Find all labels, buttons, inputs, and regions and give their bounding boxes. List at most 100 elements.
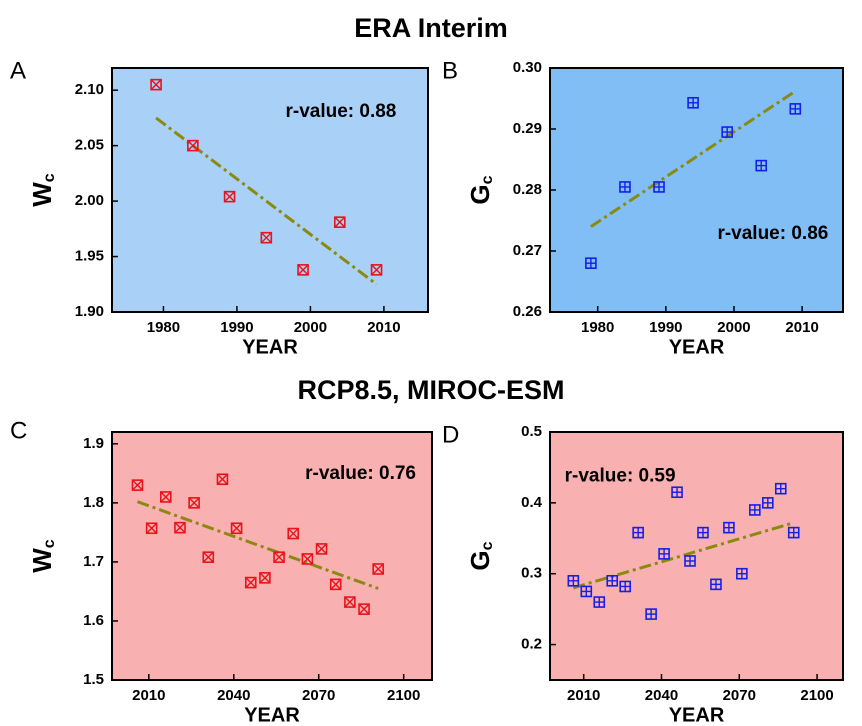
marker-box xyxy=(334,216,346,228)
marker xyxy=(230,522,243,535)
x-tick-label: 1980 xyxy=(581,319,614,336)
marker-box xyxy=(297,264,309,276)
marker xyxy=(223,190,236,203)
y-tick-label: 0.5 xyxy=(521,423,542,440)
marker xyxy=(315,543,328,555)
plot-frame xyxy=(549,67,844,313)
marker xyxy=(684,555,696,567)
marker-box xyxy=(160,491,172,503)
marker-box xyxy=(244,576,257,589)
annotation: r-value: 0.59 xyxy=(565,466,676,487)
y-axis-label-main: W xyxy=(27,548,57,573)
marker xyxy=(606,574,619,587)
marker-stroke xyxy=(231,522,243,534)
marker-stroke xyxy=(301,553,313,565)
marker-box xyxy=(358,603,370,615)
y-tick-label: 1.90 xyxy=(75,303,104,320)
marker xyxy=(370,264,383,276)
y-tick-label: 2.10 xyxy=(75,81,104,98)
marker xyxy=(260,231,273,244)
marker xyxy=(567,574,580,587)
marker xyxy=(259,572,271,584)
x-tick-label: 2010 xyxy=(132,687,165,704)
marker-box xyxy=(174,521,186,534)
marker-stroke xyxy=(259,572,271,584)
marker xyxy=(687,96,699,109)
section-title: ERA Interim xyxy=(354,13,508,43)
marker xyxy=(344,596,356,608)
panel-letter: D xyxy=(442,421,459,448)
marker xyxy=(216,473,229,486)
x-tick-label: 2040 xyxy=(645,687,678,704)
y-axis-label-main: G xyxy=(465,550,495,570)
plot-background xyxy=(550,432,843,680)
marker-box xyxy=(150,78,162,91)
y-axis-label-main: G xyxy=(465,184,495,204)
y-tick-label: 1.95 xyxy=(75,248,104,265)
marker-stroke xyxy=(371,264,383,276)
marker-box xyxy=(188,497,200,509)
y-tick-label: 2.05 xyxy=(75,137,104,154)
marker-stroke xyxy=(260,232,272,244)
marker xyxy=(287,527,300,540)
marker xyxy=(372,563,384,575)
y-axis-label: Wc xyxy=(27,173,58,207)
marker-stroke xyxy=(330,578,342,590)
plot-frame xyxy=(111,67,429,313)
marker-stroke xyxy=(273,551,285,563)
marker-stroke xyxy=(344,596,356,608)
marker-stroke xyxy=(131,479,143,491)
marker-stroke xyxy=(150,79,162,91)
x-tick-label: 2010 xyxy=(567,687,600,704)
panel-letter: A xyxy=(10,57,26,84)
x-axis-label: YEAR xyxy=(242,336,298,358)
annotation: r-value: 0.76 xyxy=(305,463,416,484)
marker xyxy=(632,526,644,539)
marker-stroke xyxy=(160,491,172,503)
marker-box xyxy=(301,553,314,565)
marker xyxy=(697,526,709,539)
marker xyxy=(301,553,314,565)
marker-stroke xyxy=(372,563,384,575)
marker-box xyxy=(259,572,271,584)
marker xyxy=(297,264,309,276)
plot-background xyxy=(112,432,432,680)
marker xyxy=(585,257,597,270)
y-axis-label: Wc xyxy=(27,539,58,573)
marker xyxy=(202,551,215,563)
y-axis-label: Gc xyxy=(465,541,496,570)
y-tick-label: 1.9 xyxy=(83,435,104,452)
y-axis-label-main: W xyxy=(27,182,57,207)
marker-stroke xyxy=(287,528,299,540)
marker xyxy=(710,578,722,591)
x-tick-label: 2000 xyxy=(294,319,327,336)
y-tick-label: 1.8 xyxy=(83,494,104,511)
y-tick-label: 0.29 xyxy=(513,120,542,137)
trend-line xyxy=(136,500,379,590)
plot-frame xyxy=(549,431,844,681)
x-tick-label: 2010 xyxy=(367,319,400,336)
y-tick-label: 0.2 xyxy=(521,636,542,653)
x-tick-label: 2100 xyxy=(800,687,833,704)
marker xyxy=(619,580,631,593)
marker-box xyxy=(273,551,285,563)
x-axis-label: YEAR xyxy=(669,704,725,726)
marker xyxy=(334,216,346,228)
marker-stroke xyxy=(245,577,257,589)
marker xyxy=(145,522,158,535)
marker xyxy=(329,578,342,591)
marker xyxy=(645,608,657,620)
marker xyxy=(150,78,162,91)
marker xyxy=(787,526,800,539)
marker-box xyxy=(315,543,328,555)
x-tick-label: 1980 xyxy=(147,319,180,336)
marker xyxy=(593,596,606,608)
marker xyxy=(762,497,774,509)
y-tick-label: 1.6 xyxy=(83,612,104,629)
marker-stroke xyxy=(316,543,328,555)
marker xyxy=(774,482,787,495)
y-axis-label-subscript: c xyxy=(479,175,496,184)
y-tick-label: 0.28 xyxy=(513,181,542,198)
marker xyxy=(358,603,370,615)
marker-box xyxy=(329,578,342,591)
